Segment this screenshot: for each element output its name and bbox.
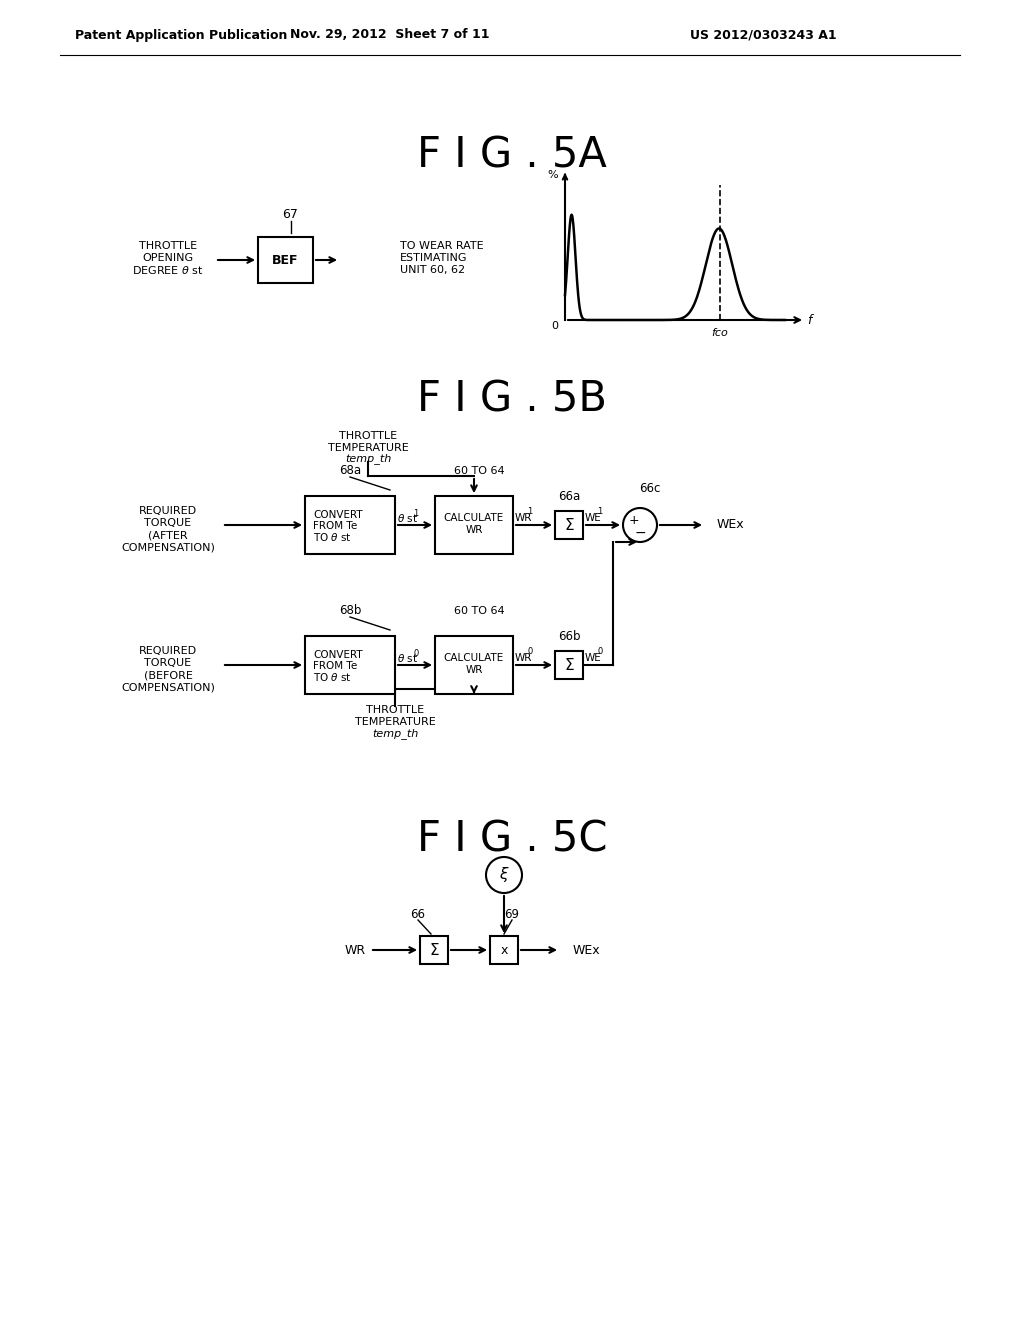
Text: TORQUE: TORQUE [144,517,191,528]
Text: WR: WR [515,513,532,523]
Text: +: + [629,513,639,527]
Text: $\Sigma$: $\Sigma$ [429,942,439,958]
Text: CALCULATE: CALCULATE [443,653,504,663]
Text: f: f [807,314,811,326]
Text: (BEFORE: (BEFORE [143,671,193,680]
Text: COMPENSATION): COMPENSATION) [121,682,215,692]
Text: OPENING: OPENING [142,253,194,263]
Text: $\theta$ st: $\theta$ st [397,512,418,524]
Text: FROM Te: FROM Te [313,521,357,531]
Text: REQUIRED: REQUIRED [139,506,197,516]
Text: TO $\theta$ st: TO $\theta$ st [313,531,352,543]
FancyBboxPatch shape [435,496,513,554]
Text: 0: 0 [597,648,602,656]
Text: 66c: 66c [639,483,660,495]
Text: WR: WR [515,653,532,663]
Text: TEMPERATURE: TEMPERATURE [328,444,409,453]
Text: TEMPERATURE: TEMPERATURE [354,717,435,727]
Text: 66b: 66b [558,631,581,644]
FancyBboxPatch shape [305,496,395,554]
Text: DEGREE $\theta$ st: DEGREE $\theta$ st [132,264,204,276]
Text: $\theta$ st: $\theta$ st [397,652,418,664]
Text: TO $\theta$ st: TO $\theta$ st [313,671,352,682]
Text: Patent Application Publication: Patent Application Publication [75,29,288,41]
Text: 1: 1 [527,507,532,516]
Text: Nov. 29, 2012  Sheet 7 of 11: Nov. 29, 2012 Sheet 7 of 11 [290,29,489,41]
Text: 1: 1 [597,507,602,516]
Text: 0: 0 [413,648,418,657]
Text: US 2012/0303243 A1: US 2012/0303243 A1 [690,29,837,41]
Text: THROTTLE: THROTTLE [339,432,397,441]
Text: TO WEAR RATE: TO WEAR RATE [400,242,483,251]
FancyBboxPatch shape [490,936,518,964]
Text: TORQUE: TORQUE [144,657,191,668]
Text: F I G . 5C: F I G . 5C [417,818,607,861]
FancyBboxPatch shape [420,936,449,964]
Text: WR: WR [344,944,366,957]
Text: 67: 67 [283,209,298,222]
Text: F I G . 5A: F I G . 5A [417,135,607,176]
FancyBboxPatch shape [435,636,513,694]
FancyBboxPatch shape [555,511,583,539]
Text: 66a: 66a [558,491,581,503]
Text: 69: 69 [505,908,519,920]
Text: FROM Te: FROM Te [313,661,357,671]
Text: $\Sigma$: $\Sigma$ [563,517,574,533]
Text: (AFTER: (AFTER [148,531,187,540]
Text: 60 TO 64: 60 TO 64 [454,466,504,477]
Text: CALCULATE: CALCULATE [443,513,504,523]
Text: fco: fco [712,327,728,338]
Text: x: x [501,944,508,957]
Text: ESTIMATING: ESTIMATING [400,253,468,263]
Text: 1: 1 [413,508,418,517]
Text: REQUIRED: REQUIRED [139,645,197,656]
Text: THROTTLE: THROTTLE [139,242,197,251]
Text: $\xi$: $\xi$ [499,866,509,884]
Text: 66: 66 [411,908,426,920]
Text: COMPENSATION): COMPENSATION) [121,543,215,552]
Text: 0: 0 [527,648,532,656]
FancyBboxPatch shape [305,636,395,694]
Text: WE: WE [585,513,602,523]
FancyBboxPatch shape [555,651,583,678]
Text: 0: 0 [552,321,558,331]
Text: THROTTLE: THROTTLE [366,705,424,715]
Text: 68b: 68b [339,605,361,618]
Text: $\Sigma$: $\Sigma$ [563,657,574,673]
Text: WEx: WEx [573,944,601,957]
Text: WR: WR [465,525,482,535]
Text: temp_th: temp_th [345,454,391,465]
Text: CONVERT: CONVERT [313,649,362,660]
Text: %: % [548,170,558,180]
Text: −: − [634,525,646,540]
Text: CONVERT: CONVERT [313,510,362,520]
Text: BEF: BEF [272,253,299,267]
FancyBboxPatch shape [258,238,313,282]
Text: WE: WE [585,653,602,663]
Text: WEx: WEx [717,519,744,532]
Text: temp_th: temp_th [372,729,418,739]
Text: 68a: 68a [339,465,361,478]
Text: WR: WR [465,665,482,675]
Text: F I G . 5B: F I G . 5B [417,379,607,421]
Text: 60 TO 64: 60 TO 64 [454,606,504,616]
Text: UNIT 60, 62: UNIT 60, 62 [400,265,465,275]
